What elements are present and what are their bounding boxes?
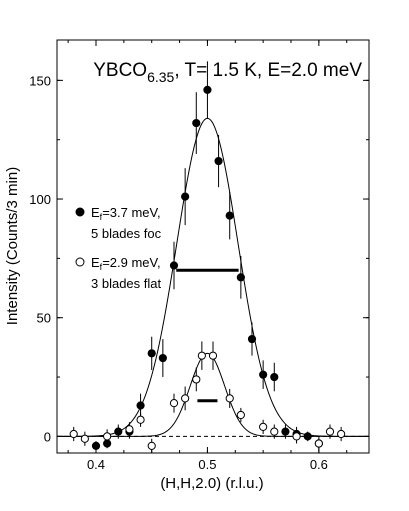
y-tick-label: 0: [44, 429, 51, 444]
chart-title-subscript: 6.35: [147, 69, 174, 85]
data-point-series-1: [236, 273, 245, 282]
y-tick-label: 100: [29, 192, 51, 207]
data-point-series-1: [270, 372, 279, 382]
data-point-series-2: [103, 432, 112, 441]
chart-title-suffix: , T= 1.5 K, E=2.0 meV: [174, 60, 362, 81]
data-point-series-1: [225, 211, 234, 220]
data-point-series-1: [203, 85, 212, 94]
data-point-series-2: [325, 427, 335, 436]
legend-1-rest: =3.7 meV,: [102, 205, 160, 220]
data-point-series-1: [114, 427, 123, 436]
data-point-series-2: [80, 434, 89, 443]
data-point-series-2: [181, 394, 190, 403]
data-point-series-1: [247, 334, 257, 344]
data-point-series-2: [270, 427, 279, 436]
data-point-series-1: [192, 118, 201, 128]
resolution-bars: [176, 268, 239, 403]
data-point-series-2: [147, 441, 156, 450]
data-point-series-2: [125, 425, 134, 434]
data-point-series-1: [158, 353, 167, 363]
legend-line2-series-2: 3 blades flat: [91, 276, 161, 291]
x-tick-label: 0.4: [87, 457, 105, 472]
legend-label-series-2: Ef=2.9 meV,: [91, 255, 161, 272]
x-axis-label: (H,H,2.0) (r.l.u.): [160, 475, 263, 492]
data-point-series-2: [236, 410, 245, 420]
legend-marker-filled: [75, 207, 85, 217]
axis-ticks: 0.4 0.5 0.6 0 50 100 150: [29, 40, 369, 472]
data-point-series-2: [208, 351, 218, 360]
data-point-series-2: [192, 375, 201, 384]
legend-1-main: E: [91, 205, 100, 220]
data-point-series-2: [169, 399, 179, 408]
data-point-series-2: [314, 439, 323, 448]
data-point-series-1: [136, 401, 145, 410]
chart-title-main: YBCO: [93, 60, 147, 81]
legend-marker-open: [75, 257, 85, 267]
data-point-series-2: [225, 394, 234, 403]
data-point-series-2: [197, 351, 206, 360]
data-point-series-1: [169, 261, 179, 270]
legend-label-series-1: Ef=3.7 meV,: [91, 205, 161, 222]
data-point-series-1: [259, 370, 268, 379]
data-point-series-1: [181, 192, 190, 201]
legend-2-rest: =2.9 meV,: [102, 255, 160, 270]
legend-1-sub: f: [100, 212, 103, 222]
data-points: [69, 61, 346, 453]
x-tick-label: 0.5: [198, 457, 216, 472]
data-point-series-2: [136, 415, 145, 424]
y-axis-label: Intensity (Counts/3 min): [4, 167, 21, 325]
legend-line2-series-1: 5 blades foc: [91, 226, 162, 241]
x-tick-label: 0.6: [310, 457, 328, 472]
chart-title: YBCO6.35, T= 1.5 K, E=2.0 meV: [93, 60, 362, 85]
data-point-series-2: [292, 432, 301, 441]
data-point-series-2: [259, 422, 268, 431]
data-point-series-2: [337, 429, 346, 439]
data-point-series-1: [214, 156, 223, 166]
data-point-series-2: [69, 429, 78, 439]
legend-2-sub: f: [100, 262, 103, 272]
data-point-series-1: [303, 432, 312, 441]
data-point-series-1: [91, 441, 101, 450]
y-tick-label: 50: [37, 311, 51, 326]
data-point-series-1: [281, 427, 290, 436]
y-tick-label: 150: [29, 73, 51, 88]
data-point-series-1: [147, 349, 156, 358]
plot-frame: [56, 39, 370, 454]
legend-2-main: E: [91, 255, 100, 270]
legend: Ef=3.7 meV, 5 blades foc Ef=2.9 meV, 3 b…: [75, 205, 162, 291]
